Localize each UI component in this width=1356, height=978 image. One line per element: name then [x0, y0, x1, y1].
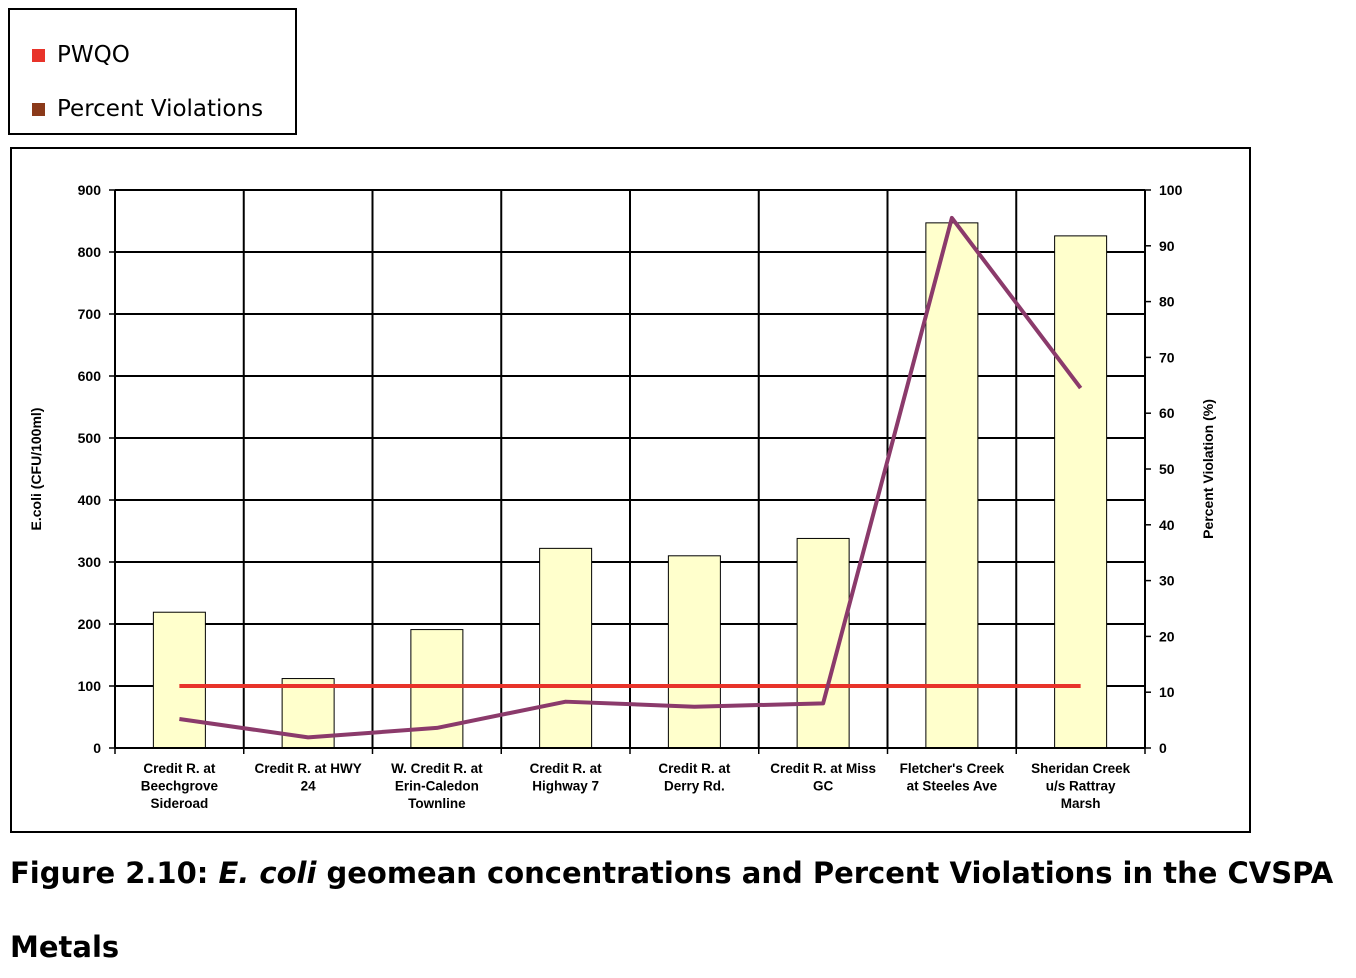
ecoli-chart: 0 100 200 300 400 500 600 700 800 900 0 10 20 30 40 50 6… [28, 182, 1216, 811]
bar-ecoli [539, 547, 593, 749]
legend-swatch-percent-violations [32, 102, 45, 116]
y-tick-label-right: 30 [1159, 573, 1175, 589]
section-heading: Metals [10, 930, 120, 964]
legend-label-pwqo: PWQO [57, 42, 130, 68]
y-tick-label-right: 20 [1159, 628, 1175, 644]
y-tick-label-left: 900 [78, 182, 102, 198]
y-tick-label-right: 80 [1159, 294, 1175, 310]
y-tick-label-right: 10 [1159, 684, 1175, 700]
caption-italic: E. coli [218, 856, 317, 890]
legend-item-pwqo: PWQO [32, 42, 130, 68]
bar-ecoli [925, 222, 979, 749]
chart-legend: PWQO Percent Violations [8, 8, 297, 135]
y-tick-label-left: 200 [78, 616, 102, 632]
legend-label-percent-violations: Percent Violations [57, 96, 264, 122]
y-tick-label-right: 70 [1159, 349, 1175, 365]
y-tick-label-right: 50 [1159, 461, 1175, 477]
y-tick-label-right: 40 [1159, 517, 1175, 533]
y-tick-label-left: 800 [78, 244, 102, 260]
x-tick-label: Credit R. at HWY [254, 761, 361, 776]
x-tick-label: Sideroad [150, 796, 208, 811]
percent-violations-line [179, 215, 1083, 740]
y-tick-label-left: 400 [78, 492, 102, 508]
bar-ecoli [796, 537, 850, 749]
x-tick-label: Derry Rd. [664, 779, 725, 794]
x-tick-label: at Steeles Ave [907, 779, 998, 794]
y-tick-label-left: 700 [78, 306, 102, 322]
x-tick-label: Credit R. at [658, 761, 731, 776]
x-tick-label: W. Credit R. at [391, 761, 483, 776]
y-tick-label-left: 0 [93, 740, 101, 756]
y-tick-label-right: 100 [1159, 182, 1183, 198]
caption-prefix: Figure 2.10: [10, 856, 219, 890]
caption-suffix: geomean concentrations and Percent Viola… [316, 856, 1334, 890]
chart-area: 0 100 200 300 400 500 600 700 800 900 0 10 20 30 40 50 6… [10, 147, 1251, 833]
y-tick-label-left: 600 [78, 368, 102, 384]
legend-item-percent-violations: Percent Violations [32, 96, 263, 122]
x-tick-label: Highway 7 [532, 779, 599, 794]
y-tick-label-left: 500 [78, 430, 102, 446]
y-tick-label-right: 60 [1159, 405, 1175, 421]
y-tick-label-left: 100 [78, 678, 102, 694]
x-tick-label: Erin-Caledon [395, 779, 479, 794]
x-tick-label: Beechgrove [141, 779, 219, 794]
x-tick-label: Townline [408, 796, 466, 811]
bar-ecoli [152, 611, 206, 749]
x-tick-label: Marsh [1061, 796, 1101, 811]
legend-swatch-pwqo [32, 48, 45, 62]
figure-caption: Figure 2.10: E. coli geomean concentrati… [10, 856, 1333, 890]
bar-ecoli [1054, 235, 1108, 749]
y-axis-title-right: Percent Violation (%) [1200, 399, 1216, 539]
x-tick-label: Credit R. at [143, 761, 216, 776]
x-tick-label: Credit R. at Miss [770, 761, 876, 776]
bar-ecoli [667, 555, 721, 749]
x-tick-label: Credit R. at [530, 761, 603, 776]
y-tick-label-right: 90 [1159, 238, 1175, 254]
x-tick-label: 24 [301, 779, 317, 794]
x-tick-label: GC [813, 779, 834, 794]
y-tick-label-right: 0 [1159, 740, 1167, 756]
y-tick-label-left: 300 [78, 554, 102, 570]
x-tick-label: Sheridan Creek [1031, 761, 1131, 776]
x-tick-label: Fletcher's Creek [900, 761, 1005, 776]
y-axis-title-left: E.coli (CFU/100ml) [28, 408, 44, 531]
x-tick-label: u/s Rattray [1046, 779, 1116, 794]
